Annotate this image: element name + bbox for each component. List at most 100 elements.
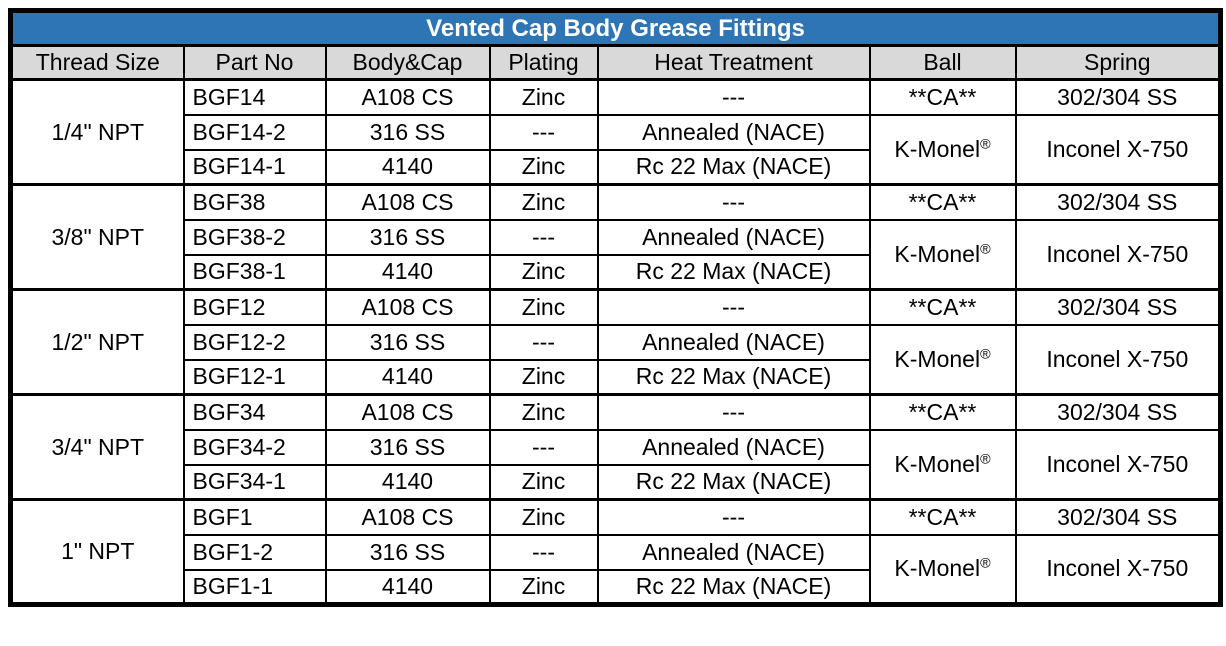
thread-size-cell: 3/4" NPT [9,393,185,501]
heat-treatment-cell: Rc 22 Max (NACE) [596,148,871,186]
body-cap-cell: 316 SS [324,533,491,571]
heat-treatment-cell: Rc 22 Max (NACE) [596,253,871,291]
spring-cell: 302/304 SS [1014,393,1222,431]
heat-treatment-cell: Annealed (NACE) [596,533,871,571]
spring-cell: Inconel X-750 [1014,218,1222,291]
column-header-heat-treatment: Heat Treatment [596,44,871,81]
plating-cell: --- [488,533,599,571]
heat-treatment-cell: Rc 22 Max (NACE) [596,358,871,396]
column-header-thread-size: Thread Size [9,44,185,81]
ball-cell: **CA** [868,288,1017,326]
heat-treatment-cell: --- [596,78,871,116]
ball-cell: **CA** [868,183,1017,221]
body-cap-cell: 4140 [324,148,491,186]
part-no-cell: BGF34-1 [182,463,327,501]
thread-size-cell: 3/8" NPT [9,183,185,291]
heat-treatment-cell: Annealed (NACE) [596,113,871,151]
thread-size-cell: 1" NPT [9,498,185,606]
table-row: BGF38-1 4140 Zinc Rc 22 Max (NACE) [11,253,1221,291]
plating-cell: Zinc [488,393,599,431]
heat-treatment-cell: --- [596,288,871,326]
table-title: Vented Cap Body Grease Fittings [9,9,1222,47]
ball-cell: **CA** [868,498,1017,536]
part-no-cell: BGF12 [182,288,327,326]
ball-material: K-Monel [894,240,981,267]
ball-cell: K-Monel® [868,533,1017,606]
ball-material: K-Monel [894,450,981,477]
plating-cell: Zinc [488,463,599,501]
registered-trademark-symbol: ® [980,241,991,258]
part-no-cell: BGF34-2 [182,428,327,466]
part-no-cell: BGF12-1 [182,358,327,396]
heat-treatment-cell: Rc 22 Max (NACE) [596,568,871,606]
spring-cell: 302/304 SS [1014,498,1222,536]
heat-treatment-cell: Annealed (NACE) [596,428,871,466]
column-header-plating: Plating [488,44,599,81]
column-header-part-no: Part No [182,44,327,81]
plating-cell: Zinc [488,498,599,536]
body-cap-cell: 316 SS [324,428,491,466]
heat-treatment-cell: Annealed (NACE) [596,323,871,361]
ball-cell: K-Monel® [868,428,1017,501]
ball-cell: K-Monel® [868,218,1017,291]
body-cap-cell: A108 CS [324,288,491,326]
body-cap-cell: A108 CS [324,183,491,221]
body-cap-cell: 316 SS [324,323,491,361]
ball-material: K-Monel [894,555,981,582]
grease-fittings-table: Vented Cap Body Grease Fittings Thread S… [8,8,1224,607]
ball-cell: **CA** [868,393,1017,431]
ball-material: K-Monel [894,135,981,162]
ball-cell: **CA** [868,78,1017,116]
body-cap-cell: 4140 [324,463,491,501]
body-cap-cell: 316 SS [324,218,491,256]
plating-cell: Zinc [488,183,599,221]
part-no-cell: BGF38 [182,183,327,221]
plating-cell: --- [488,323,599,361]
body-cap-cell: A108 CS [324,498,491,536]
spring-cell: Inconel X-750 [1014,428,1222,501]
part-no-cell: BGF14 [182,78,327,116]
table-row: BGF1-1 4140 Zinc Rc 22 Max (NACE) [11,568,1221,606]
plating-cell: Zinc [488,568,599,606]
body-cap-cell: 316 SS [324,113,491,151]
table-row: 1/4" NPT BGF14 A108 CS Zinc --- **CA** 3… [9,78,1222,186]
plating-cell: Zinc [488,288,599,326]
part-no-cell: BGF34 [182,393,327,431]
table-header-row: Thread Size Part No Body&Cap Plating Hea… [9,44,1222,81]
table-row: BGF14-2 316 SS --- Annealed (NACE) K-Mon… [11,113,1222,186]
ball-cell: K-Monel® [868,323,1017,396]
plating-cell: --- [488,428,599,466]
plating-cell: Zinc [488,148,599,186]
plating-cell: Zinc [488,358,599,396]
ball-cell: K-Monel® [868,113,1017,186]
spring-cell: Inconel X-750 [1014,113,1222,186]
heat-treatment-cell: --- [596,393,871,431]
heat-treatment-cell: --- [596,498,871,536]
ball-material: K-Monel [894,345,981,372]
registered-trademark-symbol: ® [980,136,991,153]
column-header-ball: Ball [868,44,1017,81]
registered-trademark-symbol: ® [980,555,991,572]
spring-cell: Inconel X-750 [1014,533,1222,606]
table-row: BGF34-2 316 SS --- Annealed (NACE) K-Mon… [11,428,1222,501]
column-header-body-cap: Body&Cap [324,44,491,81]
part-no-cell: BGF38-1 [182,253,327,291]
table-row: BGF12-2 316 SS --- Annealed (NACE) K-Mon… [11,323,1222,396]
table-title-row: Vented Cap Body Grease Fittings [9,9,1222,47]
table-row: 1/2" NPT BGF12 A108 CS Zinc --- **CA** 3… [9,288,1222,396]
spring-cell: Inconel X-750 [1014,323,1222,396]
table-row: 3/4" NPT BGF34 A108 CS Zinc --- **CA** 3… [9,393,1222,501]
table-row: BGF14-1 4140 Zinc Rc 22 Max (NACE) [11,148,1221,186]
column-header-spring: Spring [1014,44,1222,81]
registered-trademark-symbol: ® [980,451,991,468]
table-row: BGF38-2 316 SS --- Annealed (NACE) K-Mon… [11,218,1222,291]
table-row: BGF12-1 4140 Zinc Rc 22 Max (NACE) [11,358,1221,396]
part-no-cell: BGF12-2 [182,323,327,361]
plating-cell: Zinc [488,78,599,116]
heat-treatment-cell: Annealed (NACE) [596,218,871,256]
table-row: 3/8" NPT BGF38 A108 CS Zinc --- **CA** 3… [9,183,1222,291]
body-cap-cell: 4140 [324,568,491,606]
part-no-cell: BGF1-2 [182,533,327,571]
spring-cell: 302/304 SS [1014,78,1222,116]
